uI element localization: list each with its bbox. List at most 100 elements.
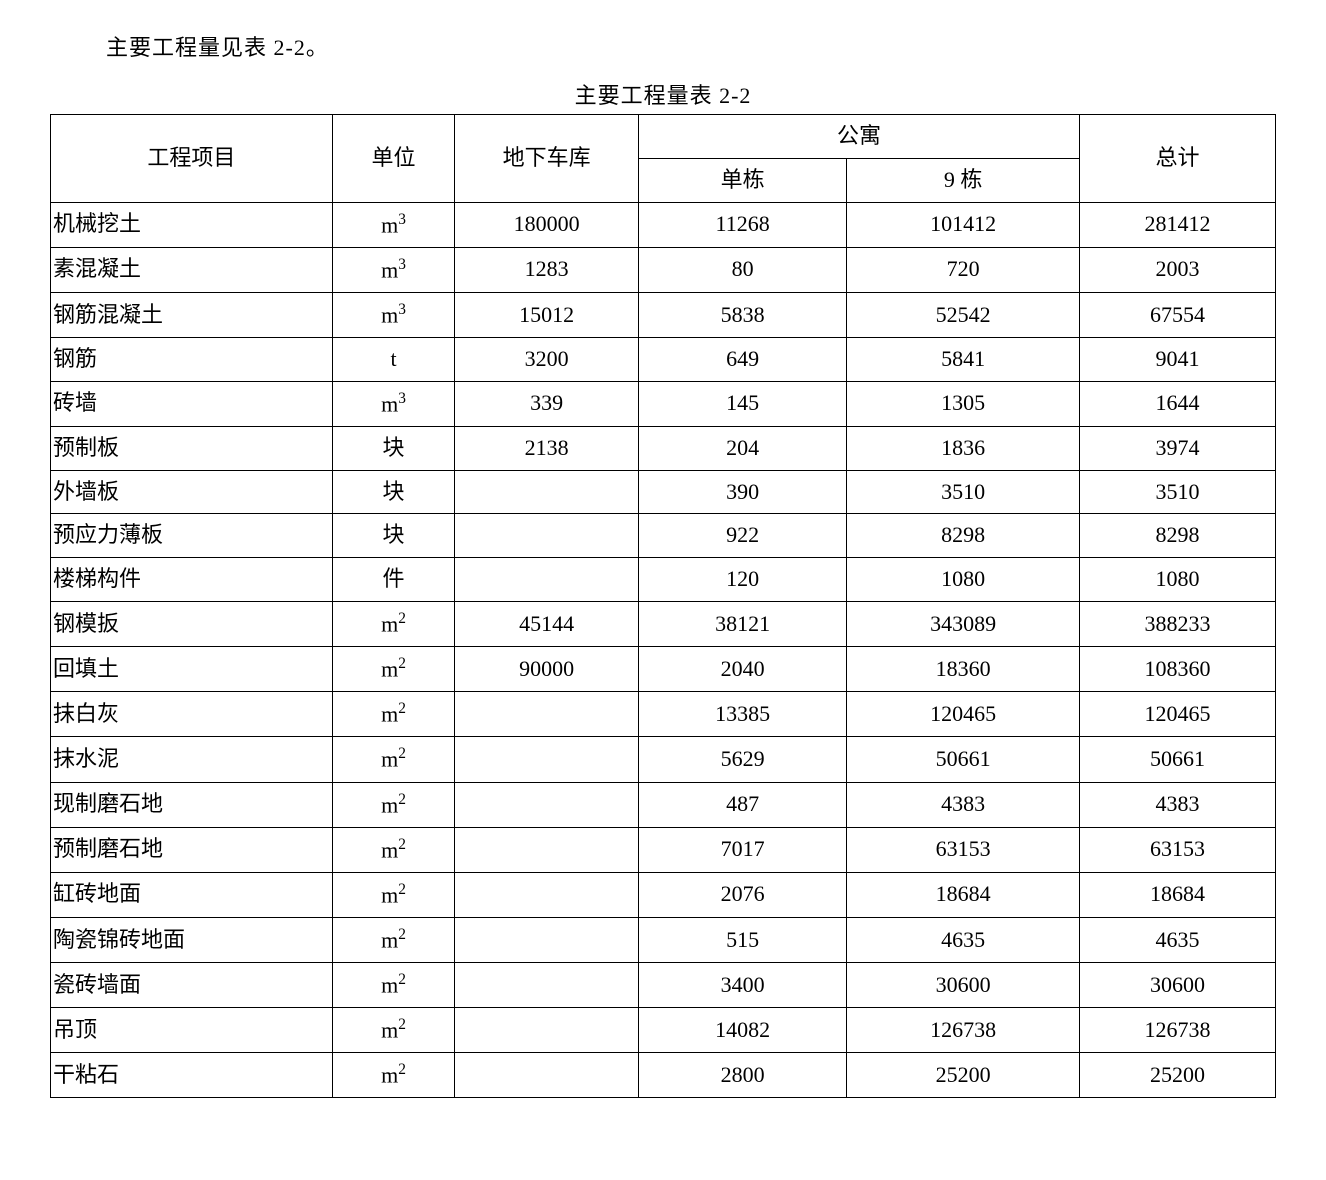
- cell-total: 4635: [1080, 917, 1276, 962]
- cell-total: 50661: [1080, 737, 1276, 782]
- cell-garage: 90000: [455, 647, 639, 692]
- cell-garage: [455, 514, 639, 558]
- cell-total: 126738: [1080, 1008, 1276, 1053]
- header-single: 单栋: [639, 158, 847, 202]
- header-garage: 地下车库: [455, 115, 639, 203]
- cell-single: 80: [639, 247, 847, 292]
- cell-single: 922: [639, 514, 847, 558]
- cell-total: 281412: [1080, 202, 1276, 247]
- cell-nine: 4635: [847, 917, 1080, 962]
- table-row: 钢筋混凝土m31501258385254267554: [51, 292, 1276, 337]
- table-row: 回填土m290000204018360108360: [51, 647, 1276, 692]
- cell-nine: 30600: [847, 963, 1080, 1008]
- cell-unit: m2: [332, 602, 455, 647]
- cell-unit: t: [332, 337, 455, 381]
- cell-single: 649: [639, 337, 847, 381]
- cell-total: 25200: [1080, 1053, 1276, 1098]
- table-row: 砖墙m333914513051644: [51, 381, 1276, 426]
- table-row: 陶瓷锦砖地面m251546354635: [51, 917, 1276, 962]
- header-nine: 9 栋: [847, 158, 1080, 202]
- header-project: 工程项目: [51, 115, 333, 203]
- table-row: 干粘石m228002520025200: [51, 1053, 1276, 1098]
- cell-unit: m2: [332, 917, 455, 962]
- cell-nine: 8298: [847, 514, 1080, 558]
- table-row: 抹水泥m256295066150661: [51, 737, 1276, 782]
- cell-unit: m2: [332, 1008, 455, 1053]
- cell-single: 5838: [639, 292, 847, 337]
- cell-unit: m3: [332, 202, 455, 247]
- cell-nine: 126738: [847, 1008, 1080, 1053]
- cell-unit: 块: [332, 514, 455, 558]
- cell-project: 钢模扳: [51, 602, 333, 647]
- intro-text: 主要工程量见表 2-2。: [106, 30, 1276, 62]
- cell-total: 3974: [1080, 426, 1276, 470]
- cell-garage: 2138: [455, 426, 639, 470]
- table-row: 外墙板块39035103510: [51, 470, 1276, 514]
- table-row: 预制板块213820418363974: [51, 426, 1276, 470]
- table-row: 钢模扳m24514438121343089388233: [51, 602, 1276, 647]
- cell-nine: 18360: [847, 647, 1080, 692]
- cell-single: 2800: [639, 1053, 847, 1098]
- cell-nine: 25200: [847, 1053, 1080, 1098]
- cell-unit: m2: [332, 1053, 455, 1098]
- table-row: 楼梯构件件12010801080: [51, 558, 1276, 602]
- cell-project: 钢筋混凝土: [51, 292, 333, 337]
- cell-project: 预制磨石地: [51, 827, 333, 872]
- cell-nine: 1080: [847, 558, 1080, 602]
- cell-total: 388233: [1080, 602, 1276, 647]
- cell-nine: 63153: [847, 827, 1080, 872]
- cell-single: 204: [639, 426, 847, 470]
- cell-garage: 3200: [455, 337, 639, 381]
- header-total: 总计: [1080, 115, 1276, 203]
- header-row-1: 工程项目 单位 地下车库 公寓 总计: [51, 115, 1276, 159]
- cell-total: 1080: [1080, 558, 1276, 602]
- table-row: 预制磨石地m270176315363153: [51, 827, 1276, 872]
- table-row: 现制磨石地m248743834383: [51, 782, 1276, 827]
- cell-single: 120: [639, 558, 847, 602]
- cell-garage: [455, 782, 639, 827]
- cell-project: 干粘石: [51, 1053, 333, 1098]
- cell-garage: 339: [455, 381, 639, 426]
- cell-unit: 块: [332, 470, 455, 514]
- cell-nine: 343089: [847, 602, 1080, 647]
- table-body: 机械挖土m318000011268101412281412素混凝土m312838…: [51, 202, 1276, 1098]
- cell-nine: 18684: [847, 872, 1080, 917]
- cell-garage: [455, 1053, 639, 1098]
- cell-project: 抹水泥: [51, 737, 333, 782]
- cell-nine: 1305: [847, 381, 1080, 426]
- cell-single: 2076: [639, 872, 847, 917]
- cell-single: 515: [639, 917, 847, 962]
- cell-nine: 720: [847, 247, 1080, 292]
- cell-project: 楼梯构件: [51, 558, 333, 602]
- cell-garage: 45144: [455, 602, 639, 647]
- cell-project: 缸砖地面: [51, 872, 333, 917]
- table-row: 预应力薄板块92282988298: [51, 514, 1276, 558]
- cell-project: 现制磨石地: [51, 782, 333, 827]
- cell-project: 吊顶: [51, 1008, 333, 1053]
- table-row: 机械挖土m318000011268101412281412: [51, 202, 1276, 247]
- cell-nine: 5841: [847, 337, 1080, 381]
- cell-total: 2003: [1080, 247, 1276, 292]
- cell-project: 预制板: [51, 426, 333, 470]
- cell-single: 3400: [639, 963, 847, 1008]
- cell-project: 回填土: [51, 647, 333, 692]
- cell-unit: m3: [332, 247, 455, 292]
- cell-single: 487: [639, 782, 847, 827]
- cell-unit: m2: [332, 737, 455, 782]
- cell-garage: [455, 470, 639, 514]
- cell-single: 7017: [639, 827, 847, 872]
- cell-project: 抹白灰: [51, 692, 333, 737]
- table-caption: 主要工程量表 2-2: [50, 78, 1276, 110]
- cell-garage: [455, 692, 639, 737]
- table-row: 素混凝土m31283807202003: [51, 247, 1276, 292]
- cell-garage: [455, 963, 639, 1008]
- cell-garage: 180000: [455, 202, 639, 247]
- cell-total: 63153: [1080, 827, 1276, 872]
- cell-total: 108360: [1080, 647, 1276, 692]
- cell-garage: 15012: [455, 292, 639, 337]
- cell-garage: [455, 1008, 639, 1053]
- cell-project: 预应力薄板: [51, 514, 333, 558]
- cell-single: 5629: [639, 737, 847, 782]
- cell-nine: 52542: [847, 292, 1080, 337]
- cell-single: 13385: [639, 692, 847, 737]
